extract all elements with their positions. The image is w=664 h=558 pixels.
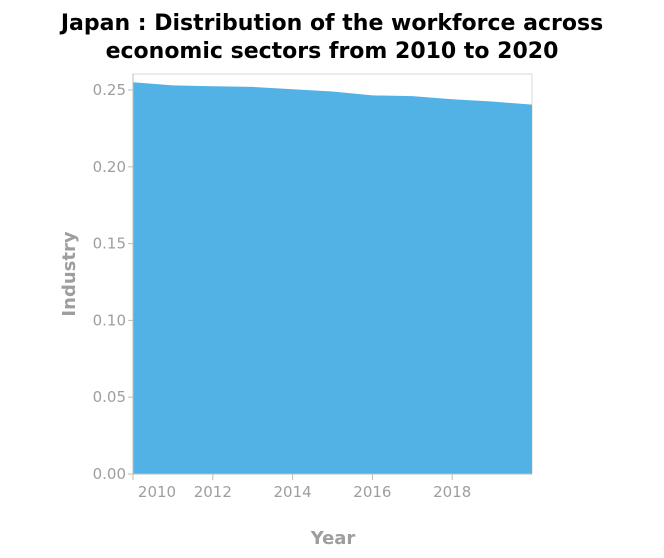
y-tick-label: 0.25 bbox=[93, 81, 126, 99]
area-series-0 bbox=[133, 82, 532, 475]
x-tick-label: 2014 bbox=[274, 483, 312, 501]
y-tick-label: 0.05 bbox=[93, 388, 126, 406]
x-tick-label: 2018 bbox=[433, 483, 471, 501]
y-tick-label: 0.00 bbox=[93, 465, 126, 483]
area-layer bbox=[133, 82, 532, 475]
x-tick-label: 2012 bbox=[194, 483, 232, 501]
x-tick-label: 2016 bbox=[353, 483, 391, 501]
x-tick-label: 2010 bbox=[138, 483, 176, 501]
y-tick-label: 0.10 bbox=[93, 311, 126, 329]
y-tick-label: 0.15 bbox=[93, 235, 126, 253]
y-axis-title: Industry bbox=[59, 231, 80, 316]
chart-title-line-2: economic sectors from 2010 to 2020 bbox=[106, 39, 559, 64]
y-tick-label: 0.20 bbox=[93, 158, 126, 176]
chart-title-line-1: Japan : Distribution of the workforce ac… bbox=[59, 11, 603, 36]
axis-layer bbox=[132, 74, 532, 475]
ticks-layer: 0.00 0.05 0.10 0.15 0.20 0.25 2010 2012 2014 2016… bbox=[93, 81, 472, 501]
x-axis-title: Year bbox=[310, 528, 356, 549]
